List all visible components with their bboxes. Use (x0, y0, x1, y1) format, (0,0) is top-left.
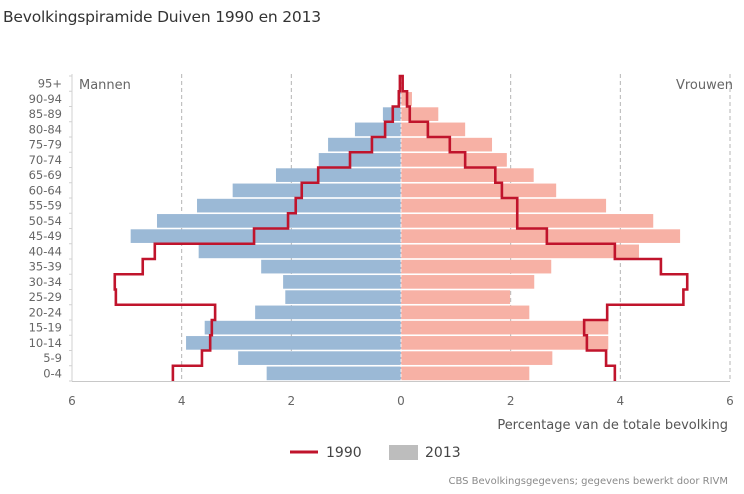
bar-men-2013 (354, 122, 401, 137)
bar-women-2013 (401, 320, 609, 335)
bar-women-2013 (401, 107, 439, 121)
bar-women-2013 (401, 122, 466, 137)
y-tick-label: 45-49 (29, 229, 62, 243)
bar-men-2013 (318, 153, 401, 167)
y-tick-label: 30-34 (29, 275, 62, 289)
bar-men-2013 (197, 198, 401, 213)
y-tick-label: 85-89 (29, 107, 62, 121)
y-tick-label: 55-59 (29, 199, 62, 213)
x-tick-label: 4 (178, 394, 186, 408)
y-tick-label: 65-69 (29, 168, 62, 182)
plot-frame (69, 74, 730, 382)
bar-women-2013 (401, 198, 607, 213)
bar-men-2013 (283, 275, 401, 289)
bar-women-2013 (401, 275, 535, 289)
bar-women-2013 (401, 229, 681, 243)
bar-men-2013 (232, 183, 401, 198)
bar-men-2013 (328, 137, 401, 152)
x-tick-label: 4 (617, 394, 625, 408)
y-tick-label: 0-4 (43, 366, 62, 380)
bar-men-2013 (204, 320, 401, 335)
y-tick-label: 75-79 (29, 138, 62, 152)
bar-men-2013 (266, 366, 401, 381)
x-tick-label: 0 (397, 394, 405, 408)
y-tick-label: 5-9 (43, 351, 62, 365)
bar-men-2013 (156, 214, 401, 228)
side-label-men: Mannen (79, 78, 131, 93)
chart-title: Bevolkingspiramide Duiven 1990 en 2013 (3, 8, 321, 26)
y-tick-label: 40-44 (29, 244, 62, 258)
legend-bar-swatch (389, 445, 418, 460)
x-tick-label: 6 (726, 394, 734, 408)
bar-women-2013 (401, 168, 534, 182)
y-tick-label: 50-54 (29, 214, 62, 228)
x-axis-title: Percentage van de totale bevolking (497, 418, 728, 433)
y-tick-label: 95+ (38, 77, 62, 91)
line-women-1990 (401, 74, 689, 381)
lines-1990 (113, 74, 689, 381)
bars-men-2013 (130, 76, 401, 381)
y-tick-label: 25-29 (29, 290, 62, 304)
bar-men-2013 (186, 336, 401, 350)
bar-women-2013 (401, 183, 557, 198)
x-tick-label: 6 (68, 394, 76, 408)
bar-men-2013 (255, 305, 401, 320)
y-tick-label: 10-14 (29, 336, 62, 350)
bar-women-2013 (401, 351, 553, 365)
y-tick-label: 15-19 (29, 321, 62, 335)
bar-women-2013 (401, 214, 654, 228)
bar-men-2013 (130, 229, 401, 243)
bar-women-2013 (401, 366, 530, 381)
bar-women-2013 (401, 290, 511, 304)
side-label-women: Vrouwen (676, 78, 733, 93)
bar-men-2013 (275, 168, 401, 182)
y-tick-label: 80-84 (29, 122, 62, 136)
y-tick-label: 20-24 (29, 305, 62, 319)
legend-item-2013[interactable]: 2013 (389, 445, 461, 461)
y-tick-label: 90-94 (29, 92, 62, 106)
legend-item-1990[interactable]: 1990 (290, 445, 362, 461)
line-men-1990 (113, 74, 402, 381)
bar-women-2013 (401, 259, 552, 274)
legend-label-2013: 2013 (425, 445, 461, 461)
x-axis-labels: 6 4 2 0 2 4 6 (68, 394, 734, 408)
bar-men-2013 (238, 351, 401, 365)
x-tick-label: 2 (288, 394, 296, 408)
bar-women-2013 (401, 153, 507, 167)
bars-women-2013 (401, 76, 681, 381)
x-tick-label: 2 (507, 394, 515, 408)
bar-women-2013 (401, 244, 639, 259)
bar-men-2013 (285, 290, 401, 304)
legend: 1990 2013 (290, 445, 461, 461)
bar-men-2013 (198, 244, 401, 259)
y-tick-label: 60-64 (29, 183, 62, 197)
y-tick-label: 70-74 (29, 153, 62, 167)
legend-label-1990: 1990 (326, 445, 362, 461)
bar-women-2013 (401, 336, 609, 350)
bar-women-2013 (401, 305, 530, 320)
source-note: CBS Bevolkingsgegevens; gegevens bewerkt… (448, 476, 728, 487)
y-tick-label: 35-39 (29, 260, 62, 274)
bar-men-2013 (261, 259, 401, 274)
bar-women-2013 (401, 137, 493, 152)
